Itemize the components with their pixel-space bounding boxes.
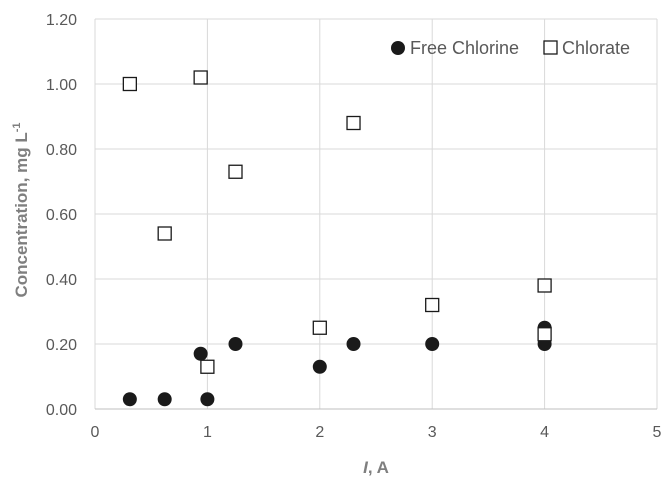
x-tick-label-2: 2 <box>315 424 324 441</box>
axes <box>94 19 657 410</box>
point-chlorate-8 <box>537 278 552 293</box>
series-free-chlorine <box>122 320 552 407</box>
x-tick-label-3: 3 <box>428 424 437 441</box>
point-chlorate-0 <box>122 76 137 92</box>
y-tick-label-0.80: 0.80 <box>46 142 77 159</box>
point-free-chlorine-1 <box>157 392 172 407</box>
x-tick-label-0: 0 <box>91 424 100 441</box>
y-axis-title-superscript: -1 <box>11 122 23 132</box>
y-tick-label-1.00: 1.00 <box>46 77 77 94</box>
point-free-chlorine-3 <box>200 392 215 407</box>
point-chlorate-1 <box>157 226 172 241</box>
x-tick-label-5: 5 <box>653 424 662 441</box>
point-free-chlorine-0 <box>122 392 137 407</box>
y-tick-label-0.20: 0.20 <box>46 337 77 354</box>
data-points <box>122 70 552 407</box>
x-tick-label-1: 1 <box>203 424 212 441</box>
y-tick-label-0.60: 0.60 <box>46 207 77 224</box>
point-chlorate-3 <box>200 359 215 374</box>
point-chlorate-7 <box>425 297 440 313</box>
x-tick-label-4: 4 <box>540 424 549 441</box>
x-axis-title: I, A <box>363 458 389 477</box>
y-tick-label-1.20: 1.20 <box>46 12 77 29</box>
point-chlorate-6 <box>346 115 361 131</box>
y-tick-label-0.40: 0.40 <box>46 272 77 289</box>
legend-marker-free-chlorine <box>391 41 405 55</box>
point-free-chlorine-6 <box>346 337 361 351</box>
legend-marker-chlorate <box>543 40 558 55</box>
point-chlorate-9 <box>537 327 552 342</box>
point-chlorate-4 <box>228 164 243 179</box>
point-free-chlorine-4 <box>228 337 243 351</box>
legend-label-free-chlorine: Free Chlorine <box>410 38 519 58</box>
gridlines <box>95 18 658 409</box>
point-free-chlorine-2 <box>193 346 208 361</box>
point-free-chlorine-7 <box>425 337 440 351</box>
legend-item-chlorate: Chlorate <box>543 38 630 58</box>
y-tick-label-0.00: 0.00 <box>46 402 77 419</box>
point-chlorate-5 <box>312 320 327 335</box>
legend-label-chlorate: Chlorate <box>562 38 630 58</box>
series-chlorate <box>122 70 552 374</box>
tick-labels: 0 1 2 3 4 5 0.00 0.20 0.40 0.60 0.80 1.00 1.20 <box>46 12 662 441</box>
y-axis-title: Concentration, mg L-1 <box>11 122 31 297</box>
legend: Free Chlorine Chlorate <box>391 38 630 58</box>
point-free-chlorine-5 <box>312 359 327 374</box>
legend-item-free-chlorine: Free Chlorine <box>391 38 519 58</box>
point-chlorate-2 <box>193 70 208 85</box>
